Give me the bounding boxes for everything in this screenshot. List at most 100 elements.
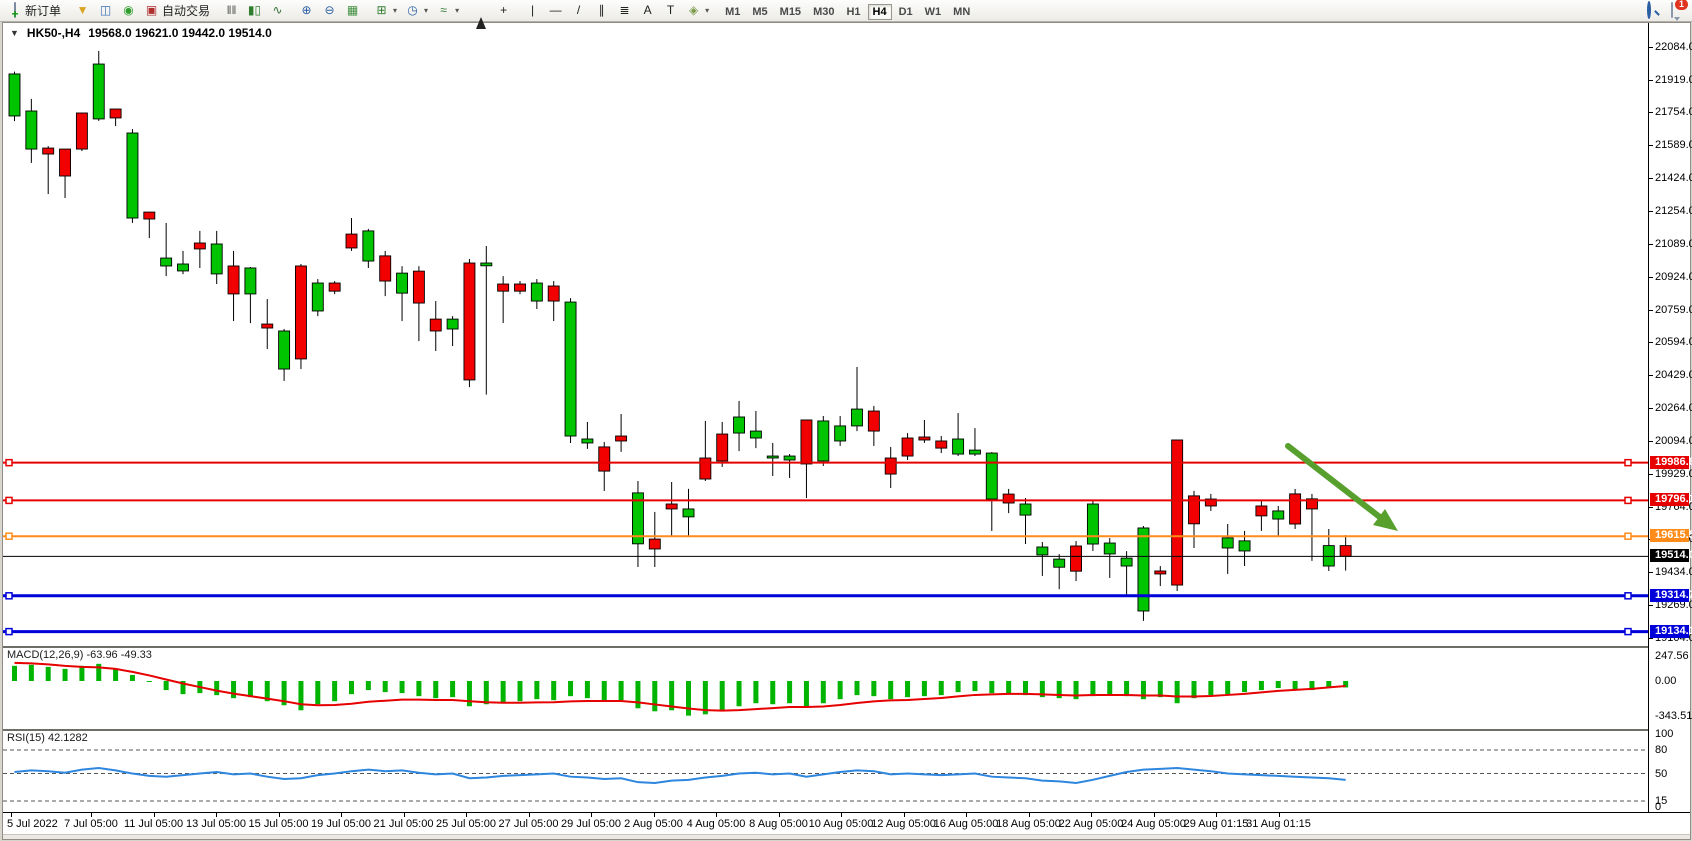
window-icon: ◫ (99, 3, 112, 17)
zoom-out-button[interactable]: ⊖ (318, 1, 341, 21)
collapse-triangle-icon[interactable]: ▼ (10, 28, 19, 38)
tf-button-W1[interactable]: W1 (924, 5, 942, 18)
line-handle[interactable] (5, 592, 13, 600)
new-order-button[interactable]: 新订单 (3, 1, 65, 21)
new-chart-button[interactable]: ⊞ ▾ (370, 1, 401, 21)
horizontal-line-button[interactable]: — (544, 1, 567, 21)
candle-body (800, 419, 813, 465)
time-tick-mark (778, 813, 780, 817)
chat-button[interactable]: 1 (1660, 0, 1688, 21)
chevron-down-icon[interactable]: ▾ (424, 6, 429, 15)
line-handle[interactable] (1624, 627, 1632, 636)
arrow-shaft (1285, 443, 1384, 521)
fibonacci-button[interactable]: ≣ (613, 1, 636, 21)
line-handle[interactable] (1624, 458, 1632, 467)
text-button[interactable]: A (636, 1, 659, 21)
time-tick-label: 19 Jul 05:00 (311, 818, 371, 830)
candle-body (295, 265, 307, 360)
time-axis[interactable]: 5 Jul 2022 7 Jul 05:00 11 Jul 05:00 13 Jul … (3, 812, 1690, 835)
line-handle[interactable] (5, 532, 13, 540)
tile-windows-button[interactable]: ▦ (341, 1, 364, 21)
linechart-icon: ∿ (272, 3, 283, 17)
arrows-button[interactable]: ◈ ▾ (682, 1, 713, 21)
time-tick-mark (1091, 813, 1092, 817)
macd-bar (989, 681, 995, 694)
profile-window-button[interactable]: ◫ (94, 1, 117, 21)
tf-button-M5[interactable]: M5 (752, 5, 768, 18)
crosshair-button[interactable]: + (492, 1, 515, 21)
line-handle[interactable] (1624, 496, 1632, 505)
macd-signal-line (14, 661, 1346, 712)
candlestick-chart[interactable] (3, 23, 1648, 646)
autotrade-icon: ▣ (145, 3, 158, 17)
candle-body (109, 108, 122, 119)
macd-bar (905, 681, 911, 698)
time-tick-mark (1028, 813, 1030, 817)
chevron-down-icon[interactable]: ▾ (705, 6, 710, 15)
rsi-pane[interactable]: RSI(15) 42.1282 (3, 731, 1648, 812)
indicators-button[interactable]: ≈ ▾ (432, 1, 463, 21)
price-axis[interactable]: 22084.0 21919.0 21754.0 21589.0 21424.0 21254… (1648, 23, 1692, 813)
price-tick-label: 20924.0 (1655, 270, 1692, 283)
macd-bar (1174, 681, 1180, 704)
candle-body (564, 301, 577, 437)
bars-icon: ‖‖ (226, 3, 237, 17)
fibo-icon: ≣ (619, 3, 630, 17)
bar-chart-button[interactable]: ‖‖ (220, 1, 243, 21)
styler-button[interactable]: ▼ (71, 1, 94, 21)
trendline-button[interactable]: / (567, 1, 590, 21)
tf-button-H1[interactable]: H1 (846, 5, 861, 18)
search-button[interactable] (1637, 1, 1660, 21)
price-tick-label: 21589.0 (1655, 139, 1692, 152)
vertical-line-button[interactable]: | (521, 1, 544, 21)
tf-button-D1[interactable]: D1 (898, 5, 913, 18)
profiles-button[interactable]: ◷ ▾ (401, 1, 432, 21)
autotrade-button[interactable]: ▣ 自动交易 (140, 1, 214, 21)
macd-bar (820, 681, 826, 704)
time-tick-mark (403, 813, 405, 817)
line-handle[interactable] (5, 627, 13, 636)
tf-button-M1[interactable]: M1 (725, 5, 741, 18)
time-tick-label: 2 Aug 05:00 (624, 818, 683, 830)
candle-body (311, 282, 324, 312)
main-toolbar: 新订单 ▼ ◫ ◉▣自动交易 ‖‖ ▮▯ ∿ ⊕⊖▦ ⊞▾◷▾≈▾ + |—/∥ ≣ AT◈▾ M1 M5… (0, 0, 1692, 29)
zoom-in-button[interactable]: ⊕ (295, 1, 318, 21)
tf-button-H4[interactable]: H4 (867, 3, 892, 20)
axis-tick-mark (1649, 276, 1653, 278)
macd-bar (787, 681, 793, 704)
candle-body (261, 323, 274, 329)
line-handle[interactable] (5, 496, 13, 505)
price-tick-label: 19434.0 (1655, 566, 1692, 579)
time-tick-mark (653, 813, 655, 817)
trend-arrow-annotation[interactable] (1285, 443, 1398, 531)
line-handle[interactable] (5, 458, 13, 467)
macd-scale-label: 247.56 (1655, 650, 1689, 662)
chevron-down-icon[interactable]: ▾ (393, 6, 398, 15)
channel-button[interactable]: ∥ (590, 1, 613, 21)
line-handle[interactable] (1624, 532, 1632, 540)
candle-body (1154, 570, 1167, 575)
time-tick-label: 24 Aug 05:00 (1121, 818, 1186, 830)
tf-button-MN[interactable]: MN (953, 5, 971, 18)
chevron-down-icon[interactable]: ▾ (455, 6, 460, 15)
tf-button-M30[interactable]: M30 (813, 5, 835, 18)
tf-button-M15[interactable]: M15 (779, 5, 802, 18)
candlestick-button[interactable]: ▮▯ (243, 1, 266, 21)
cursor-button[interactable] (469, 1, 492, 29)
price-tick-label: 21254.0 (1655, 205, 1692, 218)
signals-button[interactable]: ◉ (117, 1, 140, 21)
candle-body (514, 283, 526, 292)
line-chart-button[interactable]: ∿ (266, 1, 289, 21)
price-pane[interactable]: ▼ HK50-,H4 19568.0 19621.0 19442.0 19514… (3, 23, 1648, 646)
line-handle[interactable] (1624, 592, 1632, 600)
macd-pane[interactable]: MACD(12,26,9) -63.96 -49.33 (3, 648, 1648, 729)
macd-bar (146, 681, 152, 683)
macd-bar (719, 681, 725, 712)
text-label-button[interactable]: T (659, 1, 682, 21)
time-tick-mark (341, 813, 342, 817)
candle-body (25, 110, 38, 150)
candle-body (530, 282, 543, 302)
pane-splitter[interactable] (3, 646, 1690, 648)
pane-splitter[interactable] (3, 729, 1690, 731)
macd-bar (298, 681, 304, 711)
